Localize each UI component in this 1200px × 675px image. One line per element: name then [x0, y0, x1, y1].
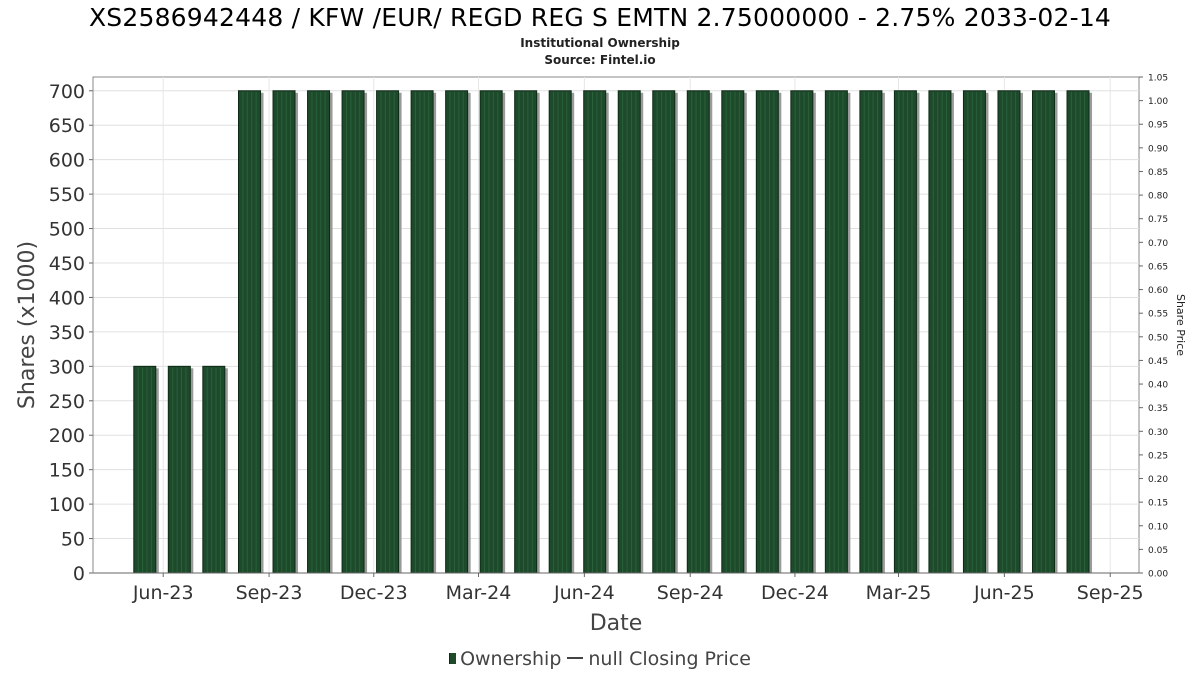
- x-tick-label: Sep-24: [657, 582, 724, 604]
- y2-tick-label: 0.45: [1148, 357, 1168, 367]
- x-tick-label: Dec-24: [761, 582, 829, 604]
- y2-tick-label: 0.20: [1148, 475, 1168, 485]
- ownership-bar: [721, 90, 745, 574]
- ownership-bar: [583, 90, 607, 574]
- y-tick-label: 100: [49, 494, 85, 516]
- ownership-bar: [548, 90, 572, 574]
- y-tick-label: 550: [49, 184, 85, 206]
- chart-subtitle: Institutional Ownership: [520, 36, 680, 50]
- y2-tick-label: 0.40: [1148, 381, 1168, 391]
- ownership-chart: 0 50 100 150 200 250 300 350 400 450 500 550 600 650 7…: [15, 74, 1187, 637]
- y2-tick-label: 0.25: [1148, 451, 1168, 461]
- ownership-bar: [686, 90, 710, 574]
- ownership-bar: [410, 90, 434, 574]
- ownership-bar: [790, 90, 814, 574]
- legend-ownership-label: Ownership: [460, 648, 562, 670]
- ownership-bar: [272, 90, 296, 574]
- y-tick-label: 700: [49, 81, 85, 103]
- y2-tick-label: 0.10: [1148, 522, 1168, 532]
- y2-tick-label: 1.05: [1148, 74, 1168, 84]
- ownership-bar: [376, 90, 400, 574]
- y-tick-label: 50: [61, 529, 85, 551]
- y-axis-label: Shares (x1000): [15, 241, 40, 409]
- ownership-bar: [133, 365, 157, 574]
- ownership-bar: [824, 90, 848, 574]
- chart-title: XS2586942448 / KFW /EUR/ REGD REG S EMTN…: [88, 3, 1112, 32]
- x-tick-label: Dec-23: [340, 582, 408, 604]
- y-tick-label: 150: [49, 460, 85, 482]
- ownership-bar: [237, 90, 261, 574]
- y2-tick-label: 0.55: [1148, 310, 1168, 320]
- x-tick-label: Jun-23: [132, 582, 194, 604]
- x-tick-label: Jun-24: [553, 582, 615, 604]
- y-tick-label: 400: [49, 287, 85, 309]
- ownership-bar: [514, 90, 538, 574]
- x-tick-label: Sep-25: [1077, 582, 1144, 604]
- y-tick-label: 0: [73, 563, 85, 585]
- ownership-bar: [928, 90, 952, 574]
- y2-tick-label: 1.00: [1148, 97, 1168, 107]
- ownership-bar: [755, 90, 779, 574]
- ownership-bar: [893, 90, 917, 574]
- y2-tick-label: 0.15: [1148, 499, 1168, 509]
- x-tick-label: Sep-23: [236, 582, 303, 604]
- ownership-bar: [202, 365, 226, 574]
- ownership-bar: [859, 90, 883, 574]
- y2-tick-label: 0.85: [1148, 168, 1168, 178]
- y2-axis-label: Share Price: [1174, 294, 1187, 356]
- y2-tick-label: 0.75: [1148, 215, 1168, 225]
- y2-tick-label: 0.95: [1148, 121, 1168, 131]
- y2-tick-label: 0.60: [1148, 286, 1168, 296]
- y-tick-label: 250: [49, 391, 85, 413]
- ownership-bar: [617, 90, 641, 574]
- legend-price-swatch: [567, 657, 584, 659]
- ownership-bar: [1066, 90, 1090, 574]
- x-axis-label: Date: [590, 611, 643, 636]
- ownership-bar: [1031, 90, 1055, 574]
- ownership-bar: [445, 90, 469, 574]
- ownership-bar: [962, 90, 986, 574]
- x-tick-label: Mar-24: [446, 582, 512, 604]
- y2-tick-label: 0.80: [1148, 192, 1168, 202]
- y-tick-label: 600: [49, 150, 85, 172]
- y2-tick-label: 0.50: [1148, 333, 1168, 343]
- ownership-bar: [167, 365, 191, 574]
- ownership-bar: [307, 90, 331, 574]
- x-tick-label: Jun-25: [973, 582, 1035, 604]
- y-tick-label: 450: [49, 253, 85, 275]
- ownership-bar: [479, 90, 503, 574]
- y-tick-label: 200: [49, 425, 85, 447]
- legend-ownership-swatch: [449, 653, 457, 664]
- ownership-bar: [997, 90, 1021, 574]
- y2-tick-label: 0.30: [1148, 428, 1168, 438]
- legend: Ownership null Closing Price: [0, 648, 1200, 670]
- y2-tick-label: 0.35: [1148, 404, 1168, 414]
- y2-tick-label: 0.70: [1148, 239, 1168, 249]
- legend-price-label: null Closing Price: [588, 648, 751, 670]
- y-tick-label: 650: [49, 115, 85, 137]
- y2-tick-label: 0.65: [1148, 262, 1168, 272]
- y2-tick-label: 0.05: [1148, 546, 1168, 556]
- y-tick-label: 500: [49, 219, 85, 241]
- y2-tick-label: 0.90: [1148, 144, 1168, 154]
- ownership-bar: [341, 90, 365, 574]
- y-tick-label: 350: [49, 322, 85, 344]
- y2-tick-label: 0.00: [1148, 570, 1168, 580]
- chart-source: Source: Fintel.io: [544, 53, 656, 67]
- ownership-bar: [652, 90, 676, 574]
- x-tick-label: Mar-25: [866, 582, 932, 604]
- y-tick-label: 300: [49, 356, 85, 378]
